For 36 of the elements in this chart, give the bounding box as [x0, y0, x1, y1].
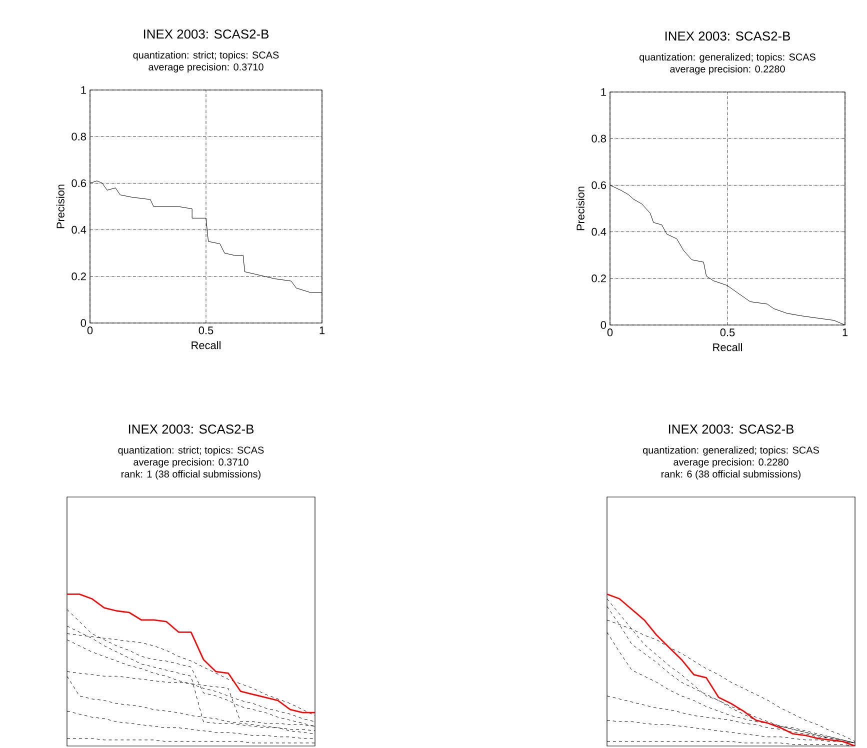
y-tick-label: 0.8	[72, 132, 86, 140]
chart-subtitle: quantization: generalized; topics: SCAS	[643, 446, 819, 456]
chart-title: INEX 2003: SCAS2-B	[668, 424, 794, 434]
y-tick-label: 0.2	[72, 272, 86, 280]
text: average precision: 0.2280	[670, 65, 785, 74]
y-tick-label: 1	[81, 86, 86, 94]
x-axis-title: Recall	[713, 343, 742, 352]
text: rank: 6 (38 official submissions)	[662, 470, 800, 480]
x-tick-label: 1	[320, 326, 325, 334]
chart-title: INEX 2003: SCAS2-B	[128, 424, 254, 434]
text: average precision: 0.3710	[134, 458, 248, 468]
y-tick-label: 0	[600, 321, 606, 329]
chart-subtitle: quantization: strict; topics: SCAS	[118, 446, 264, 456]
x-tick-label: 0	[607, 328, 613, 336]
x-tick-label: 0.5	[198, 326, 214, 334]
text: average precision: 0.3710	[148, 63, 264, 72]
y-tick-label: 1	[601, 88, 606, 96]
y-axis-title: Precision	[576, 186, 584, 230]
x-tick-label: 0.5	[720, 328, 735, 336]
text: average precision: 0.2280	[674, 458, 788, 468]
y-axis-title: Precision	[56, 184, 64, 228]
y-tick-label: 0.2	[592, 274, 606, 282]
x-tick-label: 1	[842, 328, 848, 336]
y-tick-label: 0.6	[592, 181, 606, 190]
chart-title: INEX 2003: SCAS2-B	[144, 29, 269, 39]
chart-subtitle: quantization: generalized; topics: SCAS	[640, 53, 816, 63]
text: rank: 1 (38 official submissions)	[122, 470, 260, 480]
y-tick-label: 0.6	[72, 179, 86, 188]
chart-title: INEX 2003: SCAS2-B	[665, 31, 790, 41]
y-tick-label: 0.4	[72, 226, 86, 234]
x-tick-label: 0	[87, 326, 93, 334]
y-tick-label: 0	[80, 319, 86, 327]
y-tick-label: 0.4	[592, 228, 606, 236]
chart-subtitle: quantization: strict; topics: SCAS	[133, 51, 279, 61]
y-tick-label: 0.8	[592, 134, 606, 142]
x-axis-title: Recall	[192, 341, 220, 350]
